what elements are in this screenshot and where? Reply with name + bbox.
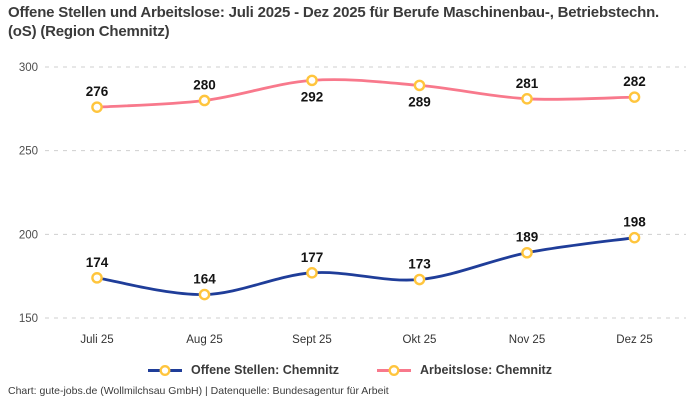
data-point-marker[interactable] (413, 273, 426, 286)
data-point-label: 289 (408, 94, 431, 109)
data-point-marker[interactable] (521, 246, 533, 259)
data-point-label: 164 (193, 272, 216, 287)
x-tick-label: Okt 25 (403, 334, 437, 346)
data-point-marker[interactable] (521, 92, 533, 105)
y-tick-label: 200 (19, 229, 38, 241)
legend-swatch-icon (376, 364, 411, 376)
data-point-marker[interactable] (91, 101, 103, 113)
legend-label: Arbeitslose: Chemnitz (419, 363, 552, 377)
chart-title: Offene Stellen und Arbeitslose: Juli 202… (8, 4, 660, 40)
data-point-label: 292 (301, 89, 324, 104)
series-line (95, 78, 636, 109)
chart-source-caption: Chart: gute-jobs.de (Wollmilchsau GmbH) … (8, 385, 389, 397)
y-tick-label: 150 (19, 313, 38, 325)
chart-legend: Offene Stellen: Chemnitz Arbeitslose: Che… (0, 358, 700, 382)
legend-item[interactable]: Offene Stellen: Chemnitz (148, 363, 339, 377)
y-tick-label: 250 (19, 146, 38, 158)
data-point-marker[interactable] (198, 94, 211, 107)
data-point-marker[interactable] (198, 288, 211, 301)
data-point-label: 189 (516, 230, 539, 245)
y-tick-label: 300 (19, 62, 38, 74)
data-point-marker[interactable] (628, 91, 641, 103)
legend-swatch-icon (148, 364, 183, 376)
data-point-marker[interactable] (306, 74, 318, 87)
data-point-marker[interactable] (306, 267, 318, 279)
x-tick-label: Sept 25 (292, 334, 332, 346)
x-tick-label: Nov 25 (509, 334, 545, 346)
data-point-marker[interactable] (91, 272, 103, 284)
data-point-label: 282 (623, 74, 646, 89)
legend-item[interactable]: Arbeitslose: Chemnitz (376, 363, 552, 377)
data-point-label: 177 (301, 250, 324, 265)
data-point-label: 281 (516, 76, 539, 91)
x-tick-label: Aug 25 (186, 334, 222, 346)
data-point-label: 276 (86, 84, 109, 99)
x-tick-label: Juli 25 (80, 334, 113, 346)
data-point-label: 173 (408, 257, 431, 272)
series-line (95, 236, 636, 296)
data-point-label: 198 (623, 215, 646, 230)
data-point-marker[interactable] (413, 79, 426, 92)
x-tick-label: Dez 25 (616, 334, 652, 346)
data-point-marker[interactable] (628, 231, 641, 244)
data-point-label: 174 (86, 255, 109, 270)
legend-label: Offene Stellen: Chemnitz (191, 363, 339, 377)
data-point-label: 280 (193, 77, 216, 92)
